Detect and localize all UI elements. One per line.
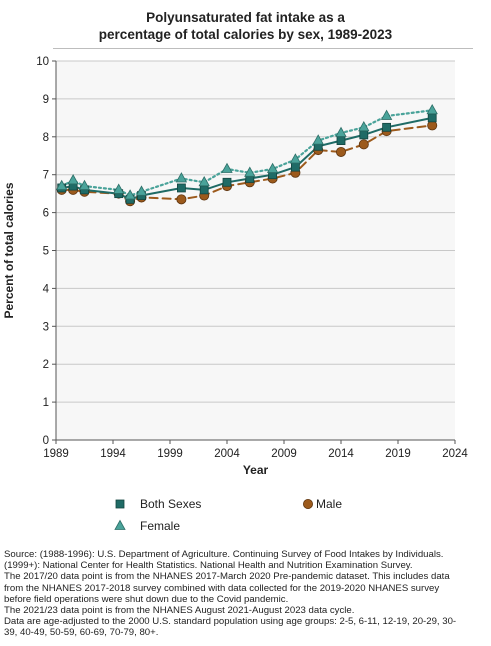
data-point-female — [113, 183, 125, 194]
y-axis-label: Percent of total calories — [2, 182, 16, 318]
legend-label-female: Female — [140, 519, 181, 533]
data-point-female — [135, 185, 148, 196]
y-tick-label: 8 — [43, 132, 49, 144]
data-point-female — [335, 126, 347, 137]
y-tick-label: 6 — [43, 208, 49, 220]
footnote-line: Source: (1988-1996): U.S. Department of … — [4, 549, 444, 560]
y-tick-label: 2 — [43, 359, 49, 371]
x-tick-label: 1994 — [100, 448, 126, 460]
data-point-both-sexes — [427, 113, 437, 123]
data-point-female — [78, 179, 91, 190]
y-tick-label: 7 — [43, 170, 49, 182]
y-tick-label: 1 — [43, 397, 49, 409]
y-tick-label: 4 — [43, 283, 50, 295]
data-point-female — [358, 121, 370, 132]
data-point-female — [124, 189, 136, 200]
data-point-female — [67, 174, 79, 185]
x-tick-label: 2019 — [385, 448, 411, 460]
x-tick-label: 1989 — [43, 448, 69, 460]
y-tick-label: 0 — [43, 435, 49, 447]
data-point-both-sexes — [336, 136, 346, 145]
footnote-line: 39, 40-49, 50-59, 60-69, 70-79, 80+. — [4, 627, 159, 639]
data-point-female — [289, 153, 302, 164]
x-tick-label: 2004 — [214, 448, 240, 460]
legend-label-both-sexes: Both Sexes — [140, 497, 202, 511]
data-point-female — [56, 179, 68, 190]
data-point-both-sexes — [176, 183, 186, 193]
data-point-both-sexes — [222, 177, 232, 187]
footnote-line: from the NHANES 2017-2018 survey combine… — [4, 582, 440, 594]
line-chart: 0 1 2 3 4 5 6 7 8 9 10 1989 1994 1999 2004 2009 2014 2019… — [2, 56, 468, 530]
source-footnote: Source: (1988-1996): U.S. Department of … — [4, 549, 488, 639]
x-tick-label: 2009 — [271, 448, 297, 460]
data-point-female — [244, 166, 256, 177]
y-tick-label: 5 — [43, 246, 49, 258]
legend-marker-both-sexes — [115, 499, 125, 509]
title-divider — [53, 48, 473, 49]
x-axis-label: Year — [243, 463, 269, 477]
footnote-line: Data are age-adjusted to the 2000 U.S. s… — [4, 616, 457, 628]
data-point-female — [175, 172, 188, 183]
y-tick-label: 3 — [43, 321, 49, 333]
data-point-both-sexes — [199, 185, 209, 195]
data-point-both-sexes — [359, 130, 369, 140]
legend-marker-female — [114, 519, 126, 530]
footnote-line: before field operations were shut down d… — [4, 593, 289, 605]
x-tick-label: 2024 — [442, 448, 468, 460]
footnote-line: The 2017/20 data point is from the NHANE… — [4, 571, 450, 583]
x-tick-label: 1999 — [157, 448, 183, 460]
footnote-line: The 2021/23 data point is from the NHANE… — [4, 605, 355, 617]
data-point-both-sexes — [290, 162, 300, 172]
chart-title: Polyunsaturated fat intake as a percenta… — [0, 9, 491, 43]
data-point-female — [266, 162, 279, 173]
x-tick-label: 2014 — [328, 448, 354, 460]
data-point-female — [312, 134, 324, 145]
legend-marker-male — [302, 498, 313, 509]
data-point-female — [380, 109, 393, 120]
chart-title-line-1: Polyunsaturated fat intake as a — [146, 10, 345, 25]
data-point-male — [176, 194, 187, 205]
data-point-female — [198, 175, 210, 187]
y-tick-label: 9 — [43, 94, 49, 106]
data-point-male — [358, 139, 369, 150]
data-point-female — [426, 103, 438, 115]
data-point-male — [335, 146, 346, 157]
data-point-both-sexes — [382, 122, 392, 132]
footnote-line: (1999+): National Center for Health Stat… — [4, 560, 413, 572]
data-point-female — [221, 162, 233, 173]
y-tick-label: 10 — [36, 56, 49, 68]
chart-title-line-2: percentage of total calories by sex, 198… — [98, 27, 393, 42]
legend-label-male: Male — [316, 497, 343, 511]
